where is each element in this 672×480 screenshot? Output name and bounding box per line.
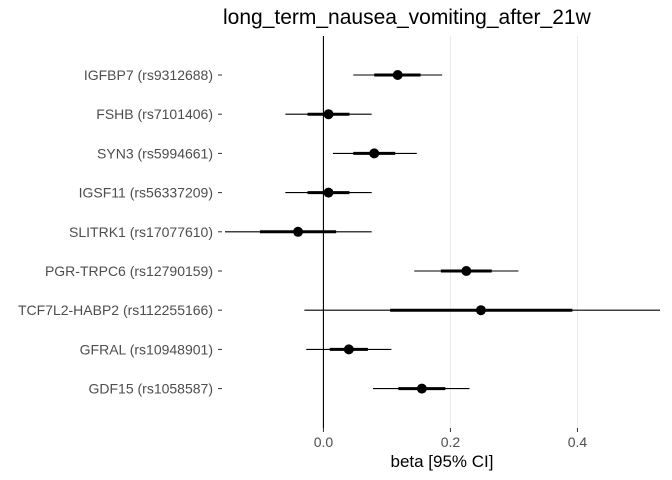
y-tick-label: SLITRK1 (rs17077610) xyxy=(69,224,213,240)
x-axis-ticks: 0.0 0.2 0.4 xyxy=(314,428,588,450)
x-tick-label: 0.4 xyxy=(568,434,588,450)
point-estimate xyxy=(343,344,354,355)
point-estimate xyxy=(461,266,472,276)
point-estimate xyxy=(323,109,334,120)
estimate-row-3 xyxy=(285,187,372,198)
point-estimate xyxy=(475,305,486,316)
estimate-row-2 xyxy=(332,148,417,159)
point-estimate xyxy=(416,383,427,394)
chart-title: long_term_nausea_vomiting_after_21w xyxy=(223,6,592,29)
estimate-row-4 xyxy=(225,226,372,237)
estimates xyxy=(225,70,660,394)
estimate-row-8 xyxy=(372,383,470,394)
estimate-row-0 xyxy=(353,70,443,80)
y-tick-label: SYN3 (rs5994661) xyxy=(97,145,213,161)
point-estimate xyxy=(392,70,403,80)
x-tick-label: 0.0 xyxy=(314,434,334,450)
estimate-row-1 xyxy=(285,109,372,120)
y-tick-label: TCF7L2-HABP2 (rs112255166) xyxy=(18,302,213,318)
point-estimate xyxy=(293,226,304,237)
point-estimate xyxy=(369,148,380,159)
y-axis-labels: IGFBP7 (rs9312688) FSHB (rs7101406) SYN3 (… xyxy=(18,67,222,397)
y-tick-label: FSHB (rs7101406) xyxy=(96,106,213,122)
y-tick-label: GFRAL (rs10948901) xyxy=(80,341,213,357)
y-tick-label: PGR-TRPC6 (rs12790159) xyxy=(45,263,213,279)
x-axis-label: beta [95% CI] xyxy=(390,452,493,471)
point-estimate xyxy=(323,187,334,198)
estimate-row-7 xyxy=(306,344,392,355)
estimate-row-5 xyxy=(414,266,519,276)
y-tick-label: IGSF11 (rs56337209) xyxy=(79,185,213,201)
x-tick-label: 0.2 xyxy=(441,434,461,450)
estimate-row-6 xyxy=(304,305,660,316)
y-tick-label: IGFBP7 (rs9312688) xyxy=(84,67,213,83)
y-tick-label: GDF15 (rs1058587) xyxy=(88,381,213,397)
